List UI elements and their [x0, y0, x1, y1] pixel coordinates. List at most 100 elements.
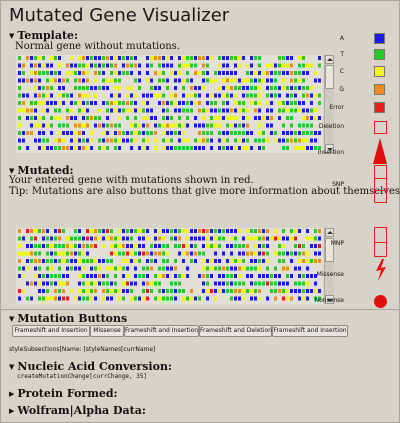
mutation-button-3[interactable]: Frameshift and Insertion: [124, 325, 199, 337]
nucleotide-bar: [190, 236, 193, 241]
template-scrollbar[interactable]: [324, 55, 334, 153]
nucleotide-bar: [142, 146, 145, 150]
nucleotide-bar: [298, 71, 301, 75]
nucleotide-bar: [238, 266, 241, 271]
nucleotide-bar: [138, 229, 141, 233]
mutated-scrollbar[interactable]: [324, 228, 334, 304]
nucleotide-bar: [266, 229, 269, 233]
nucleotide-bar: [18, 236, 21, 241]
mutation-button-2[interactable]: Missense: [90, 325, 124, 337]
collapse-triangle-icon[interactable]: ▼: [9, 315, 15, 323]
nucleotide-bar: [274, 93, 277, 98]
nucleotide-bar: [118, 251, 121, 256]
nucleotide-bar: [226, 131, 229, 135]
mutated-section-header[interactable]: ▼ Mutated:: [9, 164, 74, 177]
nucleotide-bar: [78, 71, 81, 75]
nucleotide-bar: [66, 123, 69, 128]
nucleotide-bar: [82, 289, 85, 293]
nucleotide-bar: [170, 71, 173, 75]
scroll-up-arrow-icon[interactable]: [325, 55, 334, 64]
protein-header[interactable]: ▶ Protein Formed:: [9, 387, 118, 400]
scroll-thumb[interactable]: [325, 65, 334, 89]
nucleotide-bar: [130, 63, 133, 68]
scroll-down-arrow-icon[interactable]: [325, 295, 334, 304]
nucleotide-bar: [202, 244, 205, 248]
mutation-button-1[interactable]: Frameshift and Insertion: [12, 325, 90, 337]
nucleotide-bar: [162, 93, 165, 98]
collapse-triangle-icon[interactable]: ▼: [9, 32, 15, 40]
nucleotide-bar: [106, 86, 109, 90]
nucleotide-bar: [126, 116, 129, 120]
nucleotide-bar: [234, 266, 237, 271]
mutated-gene-grid[interactable]: [16, 228, 323, 304]
nucleotide-bar: [50, 86, 53, 90]
nucleotide-bar: [154, 296, 157, 301]
nucleotide-bar: [302, 274, 305, 278]
collapse-triangle-icon[interactable]: ▼: [9, 363, 15, 371]
nucleotide-bar: [42, 138, 45, 143]
nucleotide-bar: [258, 123, 261, 128]
nucleotide-bar: [42, 86, 45, 90]
nucleotide-bar: [78, 259, 81, 263]
scroll-down-arrow-icon[interactable]: [325, 144, 334, 153]
nucleotide-bar: [82, 123, 85, 128]
nucleotide-bar: [158, 123, 161, 128]
nucleotide-bar: [210, 131, 213, 135]
nucleotide-bar: [30, 281, 33, 286]
nucleotide-bar: [150, 86, 153, 90]
nucleotide-bar: [130, 296, 133, 301]
nucleotide-bar: [318, 251, 321, 256]
nucleotide-bar: [114, 108, 117, 113]
nucleotide-bar: [306, 63, 309, 68]
nucleotide-bar: [210, 138, 213, 143]
nucleotide-bar: [134, 229, 137, 233]
nucleotide-bar: [254, 93, 257, 98]
nucleotide-bar: [142, 251, 145, 256]
nucleotide-bar: [218, 86, 221, 90]
nucleotide-bar: [298, 108, 301, 113]
nucleotide-bar: [154, 251, 157, 256]
nucleotide-bar: [174, 289, 177, 293]
nucleotide-bar: [286, 108, 289, 113]
nucleotide-bar: [306, 116, 309, 120]
nucleotide-bar: [110, 244, 113, 248]
wolfram-header[interactable]: ▶ Wolfram|Alpha Data:: [9, 404, 146, 417]
expand-triangle-icon[interactable]: ▶: [9, 390, 15, 398]
nucleotide-bar: [158, 281, 161, 286]
nucleotide-bar: [202, 71, 205, 75]
nucleotide-bar: [110, 236, 113, 241]
nucleotide-bar: [170, 281, 173, 286]
nucleotide-bar: [102, 78, 105, 83]
nucleotide-bar: [290, 259, 293, 263]
nucleotide-bar: [310, 244, 313, 248]
mutation-button-4[interactable]: Frameshift and Deletion: [199, 325, 272, 337]
nucleotide-bar: [86, 63, 89, 68]
nucleotide-bar: [54, 116, 57, 120]
scroll-up-arrow-icon[interactable]: [325, 228, 334, 237]
expand-triangle-icon[interactable]: ▶: [9, 407, 15, 415]
nucleotide-bar: [190, 108, 193, 113]
nucleotide-bar: [222, 101, 225, 105]
nucleotide-bar: [290, 296, 293, 301]
nucleotide-bar: [302, 259, 305, 263]
mutation-buttons-header[interactable]: ▼ Mutation Buttons: [9, 312, 127, 325]
template-section-header[interactable]: ▼ Template:: [9, 29, 78, 42]
nucleotide-bar: [58, 63, 61, 68]
nucleotide-bar: [286, 86, 289, 90]
nucleotide-bar: [314, 108, 317, 113]
mutation-button-5[interactable]: Frameshift and Insertion: [272, 325, 348, 337]
nucleotide-bar: [202, 116, 205, 120]
nucleotide-bar: [206, 289, 209, 293]
nucleotide-bar: [198, 101, 201, 105]
nucleotide-bar: [162, 296, 165, 301]
nucleotide-bar: [298, 296, 301, 301]
nucleotide-bar: [246, 229, 249, 233]
nucleotide-bar: [90, 289, 93, 293]
nucleotide-bar: [310, 131, 313, 135]
nucleotide-bar: [22, 71, 25, 75]
nucleotide-bar: [282, 78, 285, 83]
collapse-triangle-icon[interactable]: ▼: [9, 167, 15, 175]
template-gene-grid[interactable]: [16, 55, 323, 153]
nucleic-acid-header[interactable]: ▼ Nucleic Acid Conversion:: [9, 360, 172, 373]
scroll-thumb[interactable]: [325, 238, 334, 262]
